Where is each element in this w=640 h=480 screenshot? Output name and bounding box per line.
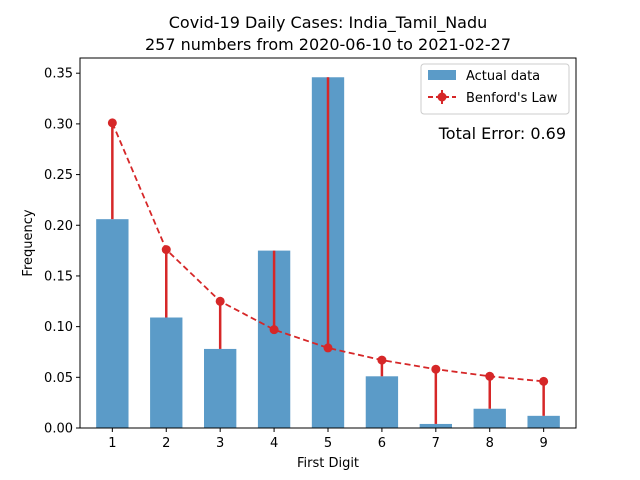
y-tick-label: 0.05 <box>44 371 73 386</box>
benford-point-8 <box>485 371 495 381</box>
total-error-annotation: Total Error: 0.69 <box>438 124 566 143</box>
x-tick-label: 2 <box>162 436 170 451</box>
benford-line <box>111 122 544 383</box>
benford-line-layer <box>107 118 549 386</box>
bar-6 <box>365 376 399 428</box>
x-axis: 1 2 3 4 5 6 7 8 9 <box>108 428 548 451</box>
benford-point-2 <box>161 245 171 255</box>
y-tick-label: 0.00 <box>44 422 73 437</box>
chart-subtitle: 257 numbers from 2020-06-10 to 2021-02-2… <box>145 35 511 54</box>
y-axis: 0.00 0.05 0.10 0.15 0.20 0.25 0.30 0.35 <box>44 67 80 437</box>
benford-point-9 <box>539 376 549 386</box>
benford-point-5 <box>323 343 333 353</box>
benford-point-7 <box>431 364 441 374</box>
y-tick-label: 0.35 <box>44 67 73 82</box>
bar-3 <box>204 348 237 428</box>
x-tick-label: 6 <box>378 436 386 451</box>
benford-point-3 <box>215 296 225 306</box>
legend: Actual data Benford's Law <box>420 63 570 115</box>
legend-swatch-benford-marker <box>437 92 447 102</box>
y-tick-label: 0.30 <box>44 117 73 132</box>
bar-2 <box>150 317 183 428</box>
y-tick-label: 0.25 <box>44 168 73 183</box>
x-tick-label: 4 <box>270 436 278 451</box>
bar-7 <box>419 423 452 428</box>
legend-label-actual: Actual data <box>466 69 540 84</box>
y-axis-label: Frequency <box>21 209 36 276</box>
legend-frame <box>420 63 570 115</box>
benford-point-4 <box>269 325 279 335</box>
y-tick-label: 0.20 <box>44 219 73 234</box>
x-tick-label: 7 <box>432 436 440 451</box>
bar-8 <box>473 408 506 428</box>
bar-1 <box>96 219 129 428</box>
x-axis-label: First Digit <box>297 456 359 471</box>
x-tick-label: 5 <box>324 436 332 451</box>
legend-swatch-actual <box>428 70 456 80</box>
benford-point-1 <box>107 118 117 128</box>
x-tick-label: 8 <box>486 436 494 451</box>
bar-9 <box>527 415 560 428</box>
x-tick-label: 3 <box>216 436 224 451</box>
y-tick-label: 0.10 <box>44 320 73 335</box>
chart-title: Covid-19 Daily Cases: India_Tamil_Nadu <box>169 13 488 33</box>
benford-point-6 <box>377 355 387 365</box>
x-tick-label: 1 <box>108 436 116 451</box>
x-tick-label: 9 <box>540 436 548 451</box>
y-tick-label: 0.15 <box>44 269 73 284</box>
legend-label-benford: Benford's Law <box>466 91 558 106</box>
